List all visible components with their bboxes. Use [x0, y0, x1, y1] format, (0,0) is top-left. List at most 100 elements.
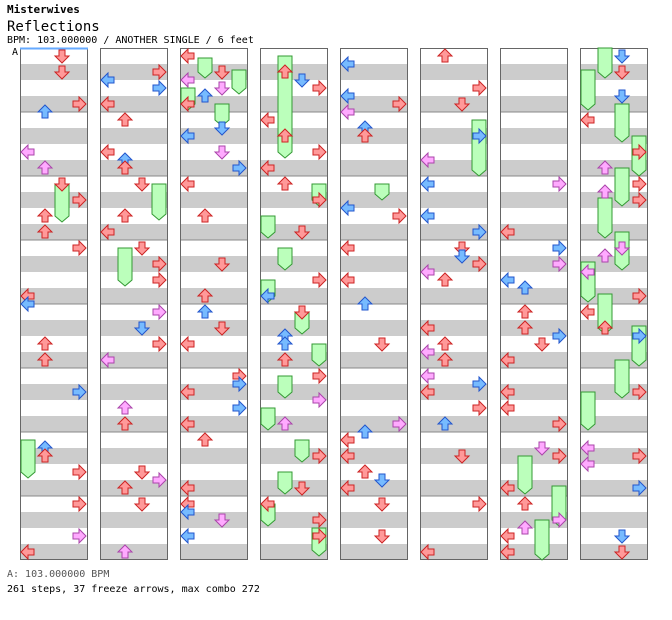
beat-stripe — [340, 224, 408, 240]
beat-stripe — [180, 288, 248, 304]
step-arrow-left — [340, 479, 355, 497]
step-arrow-right — [632, 383, 647, 401]
step-arrow-left — [180, 95, 195, 113]
beat-stripe — [20, 320, 88, 336]
beat-stripe — [180, 256, 248, 272]
step-arrow-right — [472, 255, 487, 273]
beat-stripe — [260, 128, 328, 144]
step-arrow-right — [232, 399, 247, 417]
freeze-arrow — [117, 247, 133, 287]
step-arrow-left — [500, 351, 515, 369]
step-arrow-down — [116, 544, 134, 559]
freeze-arrow — [231, 69, 247, 95]
step-arrow-down — [36, 224, 54, 239]
step-arrow-right — [632, 143, 647, 161]
freeze-arrow — [517, 455, 533, 495]
beat-stripe — [180, 352, 248, 368]
step-arrow-left — [580, 455, 595, 473]
step-arrow-up — [533, 441, 551, 456]
beat-stripe — [580, 288, 648, 304]
step-arrow-right — [552, 327, 567, 345]
beat-stripe — [580, 512, 648, 528]
beat-stripe — [260, 448, 328, 464]
step-arrow-right — [72, 463, 87, 481]
beat-stripe — [340, 448, 408, 464]
beat-stripe — [180, 192, 248, 208]
step-arrow-down — [436, 416, 454, 431]
beat-stripe — [580, 320, 648, 336]
beat-stripe — [340, 128, 408, 144]
step-arrow-down — [516, 320, 534, 335]
step-arrow-left — [340, 87, 355, 105]
beat-stripe — [260, 96, 328, 112]
beat-stripe — [260, 384, 328, 400]
beat-stripe — [260, 64, 328, 80]
beat-stripe — [580, 544, 648, 560]
step-arrow-right — [72, 191, 87, 209]
beat-stripe — [500, 416, 568, 432]
beat-stripe — [420, 480, 488, 496]
step-arrow-right — [552, 255, 567, 273]
step-arrow-right — [552, 415, 567, 433]
chart-column-4 — [260, 48, 328, 560]
step-arrow-right — [632, 479, 647, 497]
beat-stripe — [20, 512, 88, 528]
step-arrow-up — [213, 321, 231, 336]
step-arrow-right — [312, 79, 327, 97]
step-arrow-right — [472, 127, 487, 145]
beat-stripe — [340, 160, 408, 176]
beat-stripe — [180, 384, 248, 400]
step-arrow-left — [500, 399, 515, 417]
step-arrow-down — [516, 280, 534, 295]
beat-stripe — [420, 192, 488, 208]
step-arrow-down — [436, 336, 454, 351]
step-arrow-down — [116, 112, 134, 127]
beat-stripe — [180, 480, 248, 496]
beat-stripe — [100, 512, 168, 528]
song-title: Reflections — [7, 19, 100, 35]
step-arrow-up — [533, 337, 551, 352]
beat-stripe — [420, 288, 488, 304]
beat-stripe — [500, 96, 568, 112]
step-arrow-right — [312, 527, 327, 545]
step-arrow-down — [116, 400, 134, 415]
step-arrow-left — [420, 367, 435, 385]
beat-stripe — [100, 128, 168, 144]
step-arrow-left — [100, 351, 115, 369]
step-arrow-down — [276, 128, 294, 143]
step-arrow-up — [133, 241, 151, 256]
beat-stripe — [420, 64, 488, 80]
beat-stripe — [100, 160, 168, 176]
step-arrow-up — [213, 513, 231, 528]
step-arrow-right — [72, 495, 87, 513]
step-arrow-left — [20, 543, 35, 561]
freeze-arrow — [277, 375, 293, 399]
step-arrow-right — [312, 143, 327, 161]
step-arrow-down — [596, 248, 614, 263]
beat-stripe — [260, 224, 328, 240]
beat-stripe — [500, 384, 568, 400]
step-arrow-right — [72, 239, 87, 257]
step-arrow-left — [500, 383, 515, 401]
beat-stripe — [260, 512, 328, 528]
step-arrow-down — [116, 160, 134, 175]
freeze-arrow — [294, 439, 310, 463]
step-arrow-left — [340, 239, 355, 257]
beat-stripe — [580, 416, 648, 432]
step-arrow-up — [613, 89, 631, 104]
beat-stripe — [420, 96, 488, 112]
beat-stripe — [260, 160, 328, 176]
beat-stripe — [180, 96, 248, 112]
step-arrow-right — [232, 159, 247, 177]
beat-stripe — [100, 320, 168, 336]
beat-stripe — [500, 160, 568, 176]
step-arrow-left — [180, 71, 195, 89]
beat-stripe — [420, 352, 488, 368]
beat-stripe — [100, 544, 168, 560]
beat-stripe — [20, 480, 88, 496]
beat-stripe — [100, 448, 168, 464]
beat-stripe — [500, 128, 568, 144]
step-arrow-right — [312, 367, 327, 385]
step-arrow-left — [500, 271, 515, 289]
beat-stripe — [420, 512, 488, 528]
